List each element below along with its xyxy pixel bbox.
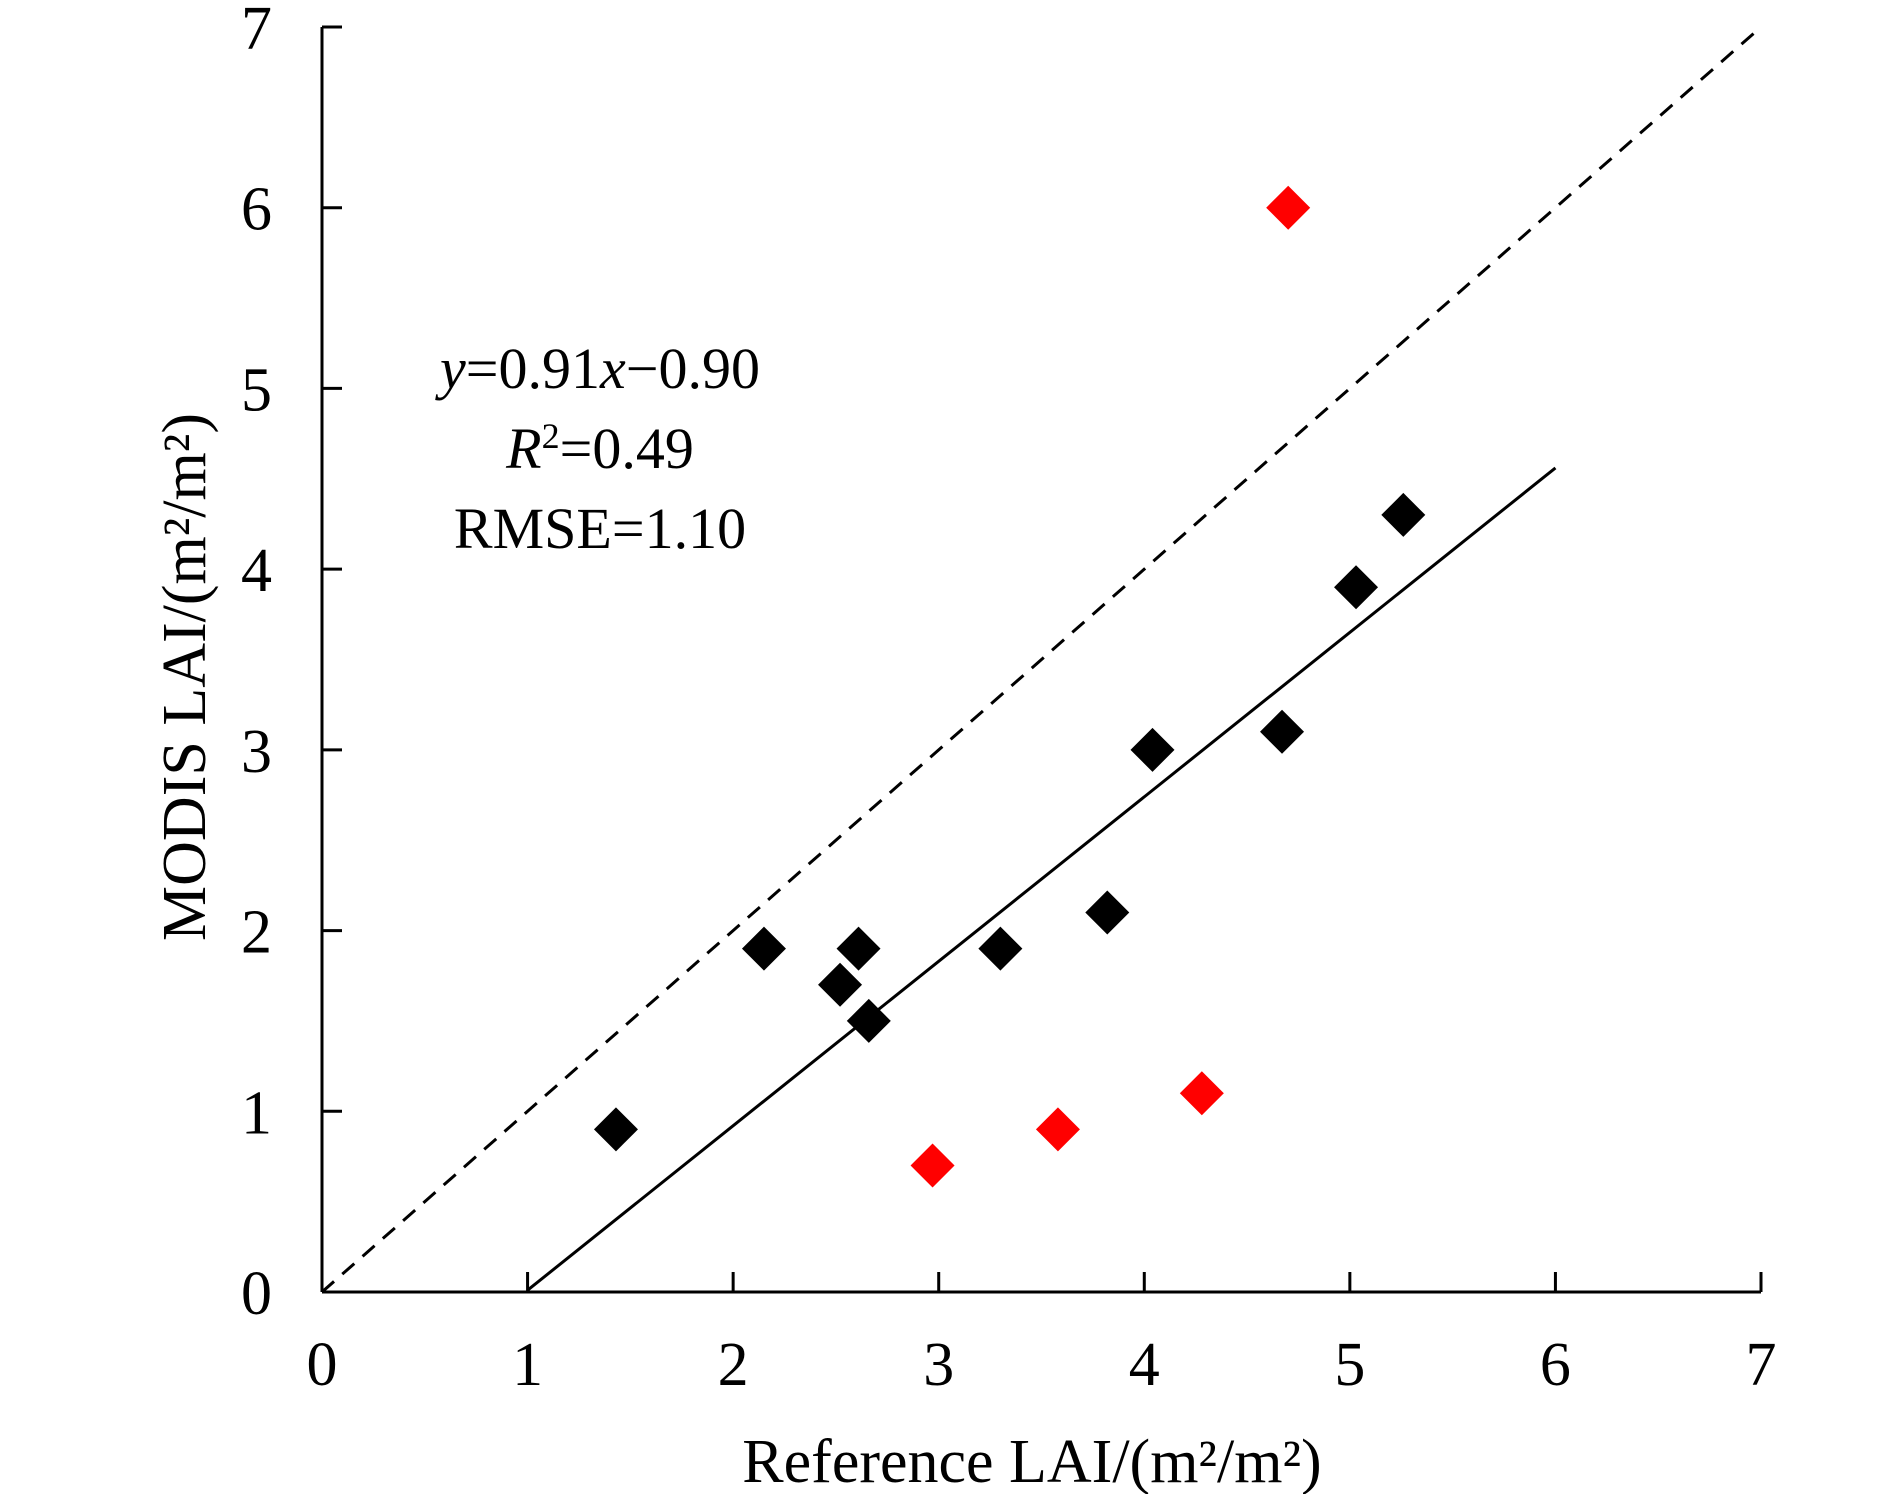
x-tick-label: 6 [1540,1331,1571,1399]
fit-lines [321,25,1762,1294]
y-tick-label: 2 [241,899,272,967]
data-point-diamond [741,926,786,971]
x-tick-label: 1 [512,1331,543,1399]
data-points [593,185,1426,1188]
regression-line [526,466,1557,1292]
y-tick-label: 4 [241,537,272,605]
x-tick-label: 3 [923,1331,954,1399]
x-tick-label: 5 [1334,1331,1365,1399]
equation-text: y=0.91x−0.90 [435,336,760,401]
data-point-diamond [1260,709,1305,754]
data-point-diamond [1130,727,1175,772]
data-point-diamond [1334,565,1379,610]
data-point-diamond [978,926,1023,971]
y-tick-label: 6 [241,176,272,244]
x-tick-label: 0 [307,1331,338,1399]
rmse-text: RMSE=1.10 [454,496,746,561]
x-axis-title: Reference LAI/(m²/m²) [742,1428,1321,1494]
data-point-diamond [1085,890,1130,935]
outlier-point-diamond [1035,1107,1080,1152]
y-tick-label: 5 [241,356,272,424]
y-tick-label: 0 [241,1260,272,1328]
data-point-diamond [836,926,881,971]
one-to-one-dashed-line [321,25,1762,1294]
data-point-diamond [593,1107,638,1152]
y-tick-label: 3 [241,718,272,786]
y-tick-label: 1 [241,1079,272,1147]
data-point-diamond [818,962,863,1007]
r-squared-text: R2=0.49 [505,416,694,481]
ticks: 0 1 2 3 4 5 6 7 0 1 2 3 4 5 6 7 [241,0,1777,1399]
outlier-point-diamond [910,1143,955,1188]
x-tick-label: 7 [1746,1331,1777,1399]
outlier-point-diamond [1179,1071,1224,1116]
x-tick-label: 2 [718,1331,749,1399]
data-point-diamond [846,998,891,1043]
axes [320,27,1761,1294]
outlier-point-diamond [1266,185,1311,230]
x-tick-label: 4 [1129,1331,1160,1399]
y-tick-label: 7 [241,0,272,63]
y-axis-title: MODIS LAI/(m²/m²) [151,413,219,941]
data-point-diamond [1381,492,1426,537]
